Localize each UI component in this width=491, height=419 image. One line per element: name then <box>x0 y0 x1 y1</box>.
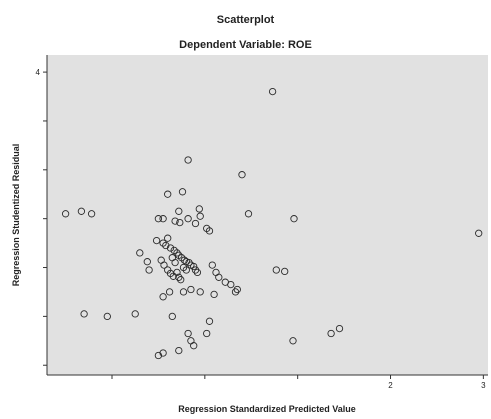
y-axis-label: Regression Studentized Residual <box>11 144 21 287</box>
data-point <box>152 236 161 245</box>
data-point <box>61 210 70 218</box>
data-point <box>154 215 163 223</box>
data-point <box>184 156 192 164</box>
data-point <box>168 312 176 321</box>
data-point <box>179 288 188 296</box>
data-point <box>145 266 153 274</box>
data-point <box>80 310 88 318</box>
data-point <box>238 171 246 179</box>
data-point <box>210 290 218 299</box>
data-point <box>196 212 204 220</box>
data-point <box>195 205 203 213</box>
data-point <box>154 351 163 360</box>
data-point <box>327 329 335 338</box>
data-point <box>196 288 204 296</box>
data-point <box>233 285 241 294</box>
plot-area <box>47 55 488 375</box>
data-point <box>190 262 198 271</box>
x-tick-label: 3 <box>481 381 486 390</box>
data-point <box>77 207 86 215</box>
data-point <box>208 261 216 269</box>
data-point <box>176 218 184 227</box>
x-tick-label: 2 <box>388 381 393 390</box>
data-point <box>193 268 202 277</box>
data-point <box>87 210 96 218</box>
data-point <box>289 337 297 345</box>
data-point <box>164 234 172 242</box>
data-point <box>171 258 179 267</box>
data-point <box>205 227 214 235</box>
data-point <box>175 346 183 355</box>
data-point <box>227 280 235 289</box>
data-point <box>131 310 139 318</box>
data-point <box>191 266 200 274</box>
data-point <box>175 273 183 281</box>
data-point <box>173 268 181 277</box>
data-point <box>184 329 192 338</box>
axes: 2 3 4 <box>36 55 488 390</box>
data-point <box>244 210 253 218</box>
data-point <box>205 317 214 325</box>
data-point <box>290 215 298 223</box>
data-point <box>136 249 144 257</box>
chart-subtitle: Dependent Variable: ROE <box>179 39 312 51</box>
data-point <box>175 207 183 215</box>
data-point <box>182 266 190 274</box>
chart-title: Scatterplot <box>216 14 275 26</box>
x-axis-label: Regression Standardized Predicted Value <box>178 404 356 414</box>
data-point <box>171 217 179 225</box>
data-point <box>281 267 289 276</box>
data-point <box>143 258 151 266</box>
data-point <box>475 229 483 237</box>
data-point <box>166 244 175 252</box>
data-point <box>272 266 280 274</box>
data-point <box>165 288 174 296</box>
data-point <box>173 249 181 257</box>
data-point <box>164 190 172 198</box>
data-point <box>231 288 240 296</box>
data-point <box>335 324 344 333</box>
data-point <box>203 329 211 338</box>
data-point <box>159 293 167 301</box>
data-point <box>178 188 187 196</box>
data-points <box>61 87 483 360</box>
data-point <box>185 258 193 267</box>
data-point <box>160 261 168 269</box>
data-point <box>215 273 223 281</box>
data-point <box>177 276 185 284</box>
data-point <box>191 219 200 228</box>
data-point <box>169 272 177 280</box>
y-tick-label: 4 <box>36 68 41 77</box>
data-point <box>187 285 195 294</box>
data-point <box>159 215 167 223</box>
data-point <box>268 87 277 96</box>
data-point <box>180 256 189 264</box>
data-point <box>190 342 198 350</box>
data-point <box>103 312 111 321</box>
data-point <box>184 215 192 223</box>
